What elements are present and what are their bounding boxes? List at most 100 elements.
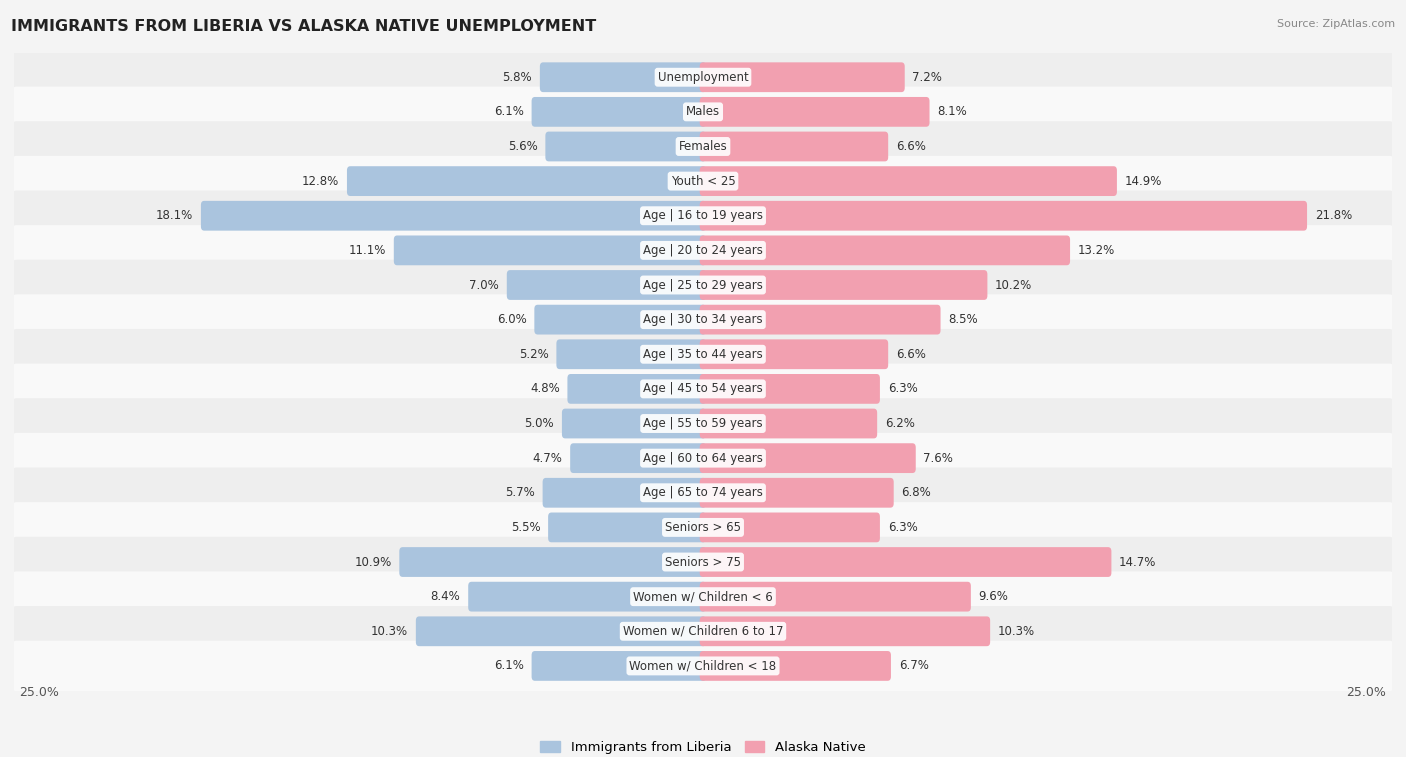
Text: 6.3%: 6.3% — [887, 382, 917, 395]
FancyBboxPatch shape — [543, 478, 706, 508]
Text: Males: Males — [686, 105, 720, 118]
FancyBboxPatch shape — [394, 235, 706, 265]
FancyBboxPatch shape — [700, 616, 990, 646]
FancyBboxPatch shape — [468, 582, 706, 612]
Text: Females: Females — [679, 140, 727, 153]
FancyBboxPatch shape — [568, 374, 706, 403]
FancyBboxPatch shape — [10, 433, 1396, 484]
Text: 6.0%: 6.0% — [496, 313, 527, 326]
FancyBboxPatch shape — [531, 651, 706, 681]
Text: 10.9%: 10.9% — [354, 556, 392, 569]
Text: 5.5%: 5.5% — [510, 521, 540, 534]
Text: Age | 35 to 44 years: Age | 35 to 44 years — [643, 347, 763, 361]
Text: 21.8%: 21.8% — [1315, 209, 1353, 223]
FancyBboxPatch shape — [399, 547, 706, 577]
FancyBboxPatch shape — [700, 97, 929, 126]
FancyBboxPatch shape — [700, 62, 904, 92]
FancyBboxPatch shape — [700, 374, 880, 403]
FancyBboxPatch shape — [10, 537, 1396, 587]
Text: Age | 55 to 59 years: Age | 55 to 59 years — [643, 417, 763, 430]
FancyBboxPatch shape — [548, 512, 706, 542]
FancyBboxPatch shape — [10, 502, 1396, 553]
FancyBboxPatch shape — [700, 651, 891, 681]
FancyBboxPatch shape — [700, 167, 1116, 196]
Text: Women w/ Children < 6: Women w/ Children < 6 — [633, 590, 773, 603]
FancyBboxPatch shape — [10, 329, 1396, 379]
Text: 8.5%: 8.5% — [948, 313, 979, 326]
Text: 7.0%: 7.0% — [470, 279, 499, 291]
FancyBboxPatch shape — [700, 512, 880, 542]
Text: 13.2%: 13.2% — [1078, 244, 1115, 257]
FancyBboxPatch shape — [10, 640, 1396, 691]
FancyBboxPatch shape — [201, 201, 706, 231]
FancyBboxPatch shape — [10, 52, 1396, 102]
Text: Women w/ Children 6 to 17: Women w/ Children 6 to 17 — [623, 625, 783, 638]
Text: 12.8%: 12.8% — [302, 175, 339, 188]
Text: 10.3%: 10.3% — [998, 625, 1035, 638]
Text: 14.9%: 14.9% — [1125, 175, 1161, 188]
FancyBboxPatch shape — [10, 363, 1396, 414]
Text: 25.0%: 25.0% — [1347, 687, 1386, 699]
Text: Seniors > 75: Seniors > 75 — [665, 556, 741, 569]
Text: 9.6%: 9.6% — [979, 590, 1008, 603]
Text: Unemployment: Unemployment — [658, 70, 748, 84]
Text: Seniors > 65: Seniors > 65 — [665, 521, 741, 534]
Text: 5.7%: 5.7% — [505, 486, 534, 500]
Text: 10.3%: 10.3% — [371, 625, 408, 638]
Text: 5.6%: 5.6% — [508, 140, 537, 153]
Text: 10.2%: 10.2% — [995, 279, 1032, 291]
Text: Age | 65 to 74 years: Age | 65 to 74 years — [643, 486, 763, 500]
Text: 7.2%: 7.2% — [912, 70, 942, 84]
FancyBboxPatch shape — [700, 132, 889, 161]
FancyBboxPatch shape — [557, 339, 706, 369]
FancyBboxPatch shape — [10, 191, 1396, 241]
Text: Source: ZipAtlas.com: Source: ZipAtlas.com — [1277, 19, 1395, 29]
Text: 6.3%: 6.3% — [887, 521, 917, 534]
FancyBboxPatch shape — [700, 409, 877, 438]
FancyBboxPatch shape — [10, 294, 1396, 345]
Text: 6.1%: 6.1% — [494, 105, 524, 118]
FancyBboxPatch shape — [10, 225, 1396, 276]
FancyBboxPatch shape — [10, 398, 1396, 449]
FancyBboxPatch shape — [700, 444, 915, 473]
FancyBboxPatch shape — [700, 235, 1070, 265]
Text: Age | 60 to 64 years: Age | 60 to 64 years — [643, 452, 763, 465]
FancyBboxPatch shape — [562, 409, 706, 438]
Text: 5.8%: 5.8% — [502, 70, 531, 84]
FancyBboxPatch shape — [10, 572, 1396, 622]
Text: 8.1%: 8.1% — [938, 105, 967, 118]
Text: 4.8%: 4.8% — [530, 382, 560, 395]
Text: Age | 20 to 24 years: Age | 20 to 24 years — [643, 244, 763, 257]
Text: 6.2%: 6.2% — [884, 417, 915, 430]
FancyBboxPatch shape — [700, 270, 987, 300]
Text: 5.0%: 5.0% — [524, 417, 554, 430]
FancyBboxPatch shape — [534, 305, 706, 335]
FancyBboxPatch shape — [700, 582, 972, 612]
FancyBboxPatch shape — [700, 305, 941, 335]
FancyBboxPatch shape — [700, 478, 894, 508]
Text: Age | 30 to 34 years: Age | 30 to 34 years — [643, 313, 763, 326]
FancyBboxPatch shape — [506, 270, 706, 300]
Text: 6.1%: 6.1% — [494, 659, 524, 672]
FancyBboxPatch shape — [700, 547, 1111, 577]
Text: 6.7%: 6.7% — [898, 659, 928, 672]
Text: 6.8%: 6.8% — [901, 486, 931, 500]
FancyBboxPatch shape — [10, 156, 1396, 207]
Text: 6.6%: 6.6% — [896, 347, 925, 361]
FancyBboxPatch shape — [10, 468, 1396, 518]
FancyBboxPatch shape — [10, 121, 1396, 172]
Text: IMMIGRANTS FROM LIBERIA VS ALASKA NATIVE UNEMPLOYMENT: IMMIGRANTS FROM LIBERIA VS ALASKA NATIVE… — [11, 19, 596, 34]
FancyBboxPatch shape — [540, 62, 706, 92]
Legend: Immigrants from Liberia, Alaska Native: Immigrants from Liberia, Alaska Native — [536, 735, 870, 757]
Text: 8.4%: 8.4% — [430, 590, 461, 603]
Text: Age | 25 to 29 years: Age | 25 to 29 years — [643, 279, 763, 291]
Text: Age | 45 to 54 years: Age | 45 to 54 years — [643, 382, 763, 395]
Text: 14.7%: 14.7% — [1119, 556, 1157, 569]
Text: 25.0%: 25.0% — [20, 687, 59, 699]
Text: Age | 16 to 19 years: Age | 16 to 19 years — [643, 209, 763, 223]
FancyBboxPatch shape — [10, 86, 1396, 137]
Text: 4.7%: 4.7% — [533, 452, 562, 465]
FancyBboxPatch shape — [571, 444, 706, 473]
Text: 18.1%: 18.1% — [156, 209, 193, 223]
FancyBboxPatch shape — [10, 606, 1396, 656]
